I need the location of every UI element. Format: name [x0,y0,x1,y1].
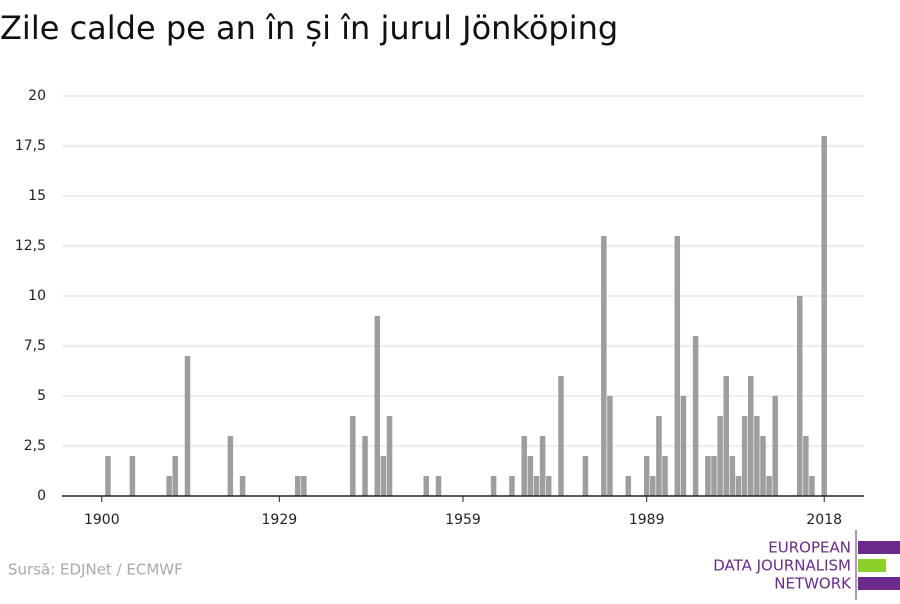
x-tick-label: 1900 [84,512,120,528]
bar [766,476,772,496]
bar [729,456,736,496]
bar [558,376,564,496]
logo-text: NETWORK [774,575,852,593]
y-tick-label: 12,5 [15,238,46,254]
bar [625,476,632,496]
bar [809,476,815,496]
bar [386,416,393,496]
bar [735,476,742,496]
bar [717,416,723,496]
x-tick-label: 1929 [262,512,298,528]
bar [539,436,546,496]
bar [662,456,668,496]
bar [680,396,687,496]
bar [239,476,246,496]
bar [362,436,368,496]
bar [166,476,172,496]
bar [821,136,827,496]
bar [754,416,760,496]
bar [796,296,803,496]
logo-text: DATA JOURNALISM [713,557,851,575]
bar [227,436,234,496]
bar [545,476,552,496]
bar [803,436,809,496]
bar [607,396,613,496]
x-tick-label: 1989 [629,512,665,528]
bar [184,356,191,496]
x-tick-label: 2018 [806,512,842,528]
y-tick-label: 20 [28,88,46,104]
bar [582,456,589,496]
bar [435,476,442,496]
bar [521,436,527,496]
y-tick-label: 15 [28,188,46,204]
bar [705,456,711,496]
bar [692,336,699,496]
bar [656,416,662,496]
bar [172,456,179,496]
source: Sursă: EDJNet / ECMWF [8,561,183,579]
bar [423,476,430,496]
bar [129,456,136,496]
bar [747,376,754,496]
bar [760,436,766,496]
bar [374,316,381,496]
bar [350,416,356,496]
bar [533,476,540,496]
bar [490,476,497,496]
logo-bar [858,541,900,554]
chart-title: Zile calde pe an în și în jurul Jönköpin… [0,9,618,47]
y-tick-label: 10 [28,288,46,304]
bar [643,456,650,496]
y-tick-label: 2,5 [24,438,46,454]
bar [723,376,730,496]
y-tick-label: 0 [37,488,46,504]
bar [527,456,534,496]
bar [711,456,717,496]
bar [650,476,656,496]
bar [772,396,778,496]
bar [105,456,111,496]
y-tick-label: 17,5 [15,138,46,154]
logo: EUROPEAN DATA JOURNALISM NETWORK [713,530,900,600]
logo-bar [858,559,886,572]
bar [380,456,387,496]
bar [294,476,301,496]
bar [509,476,515,496]
logo-text: EUROPEAN [768,539,851,557]
x-tick-label: 1959 [445,512,481,528]
logo-bar [858,577,900,590]
bar [674,236,681,496]
bar [601,236,607,496]
bar [301,476,307,496]
y-tick-label: 7,5 [24,338,46,354]
y-tick-label: 5 [37,388,46,404]
bar [741,416,748,496]
